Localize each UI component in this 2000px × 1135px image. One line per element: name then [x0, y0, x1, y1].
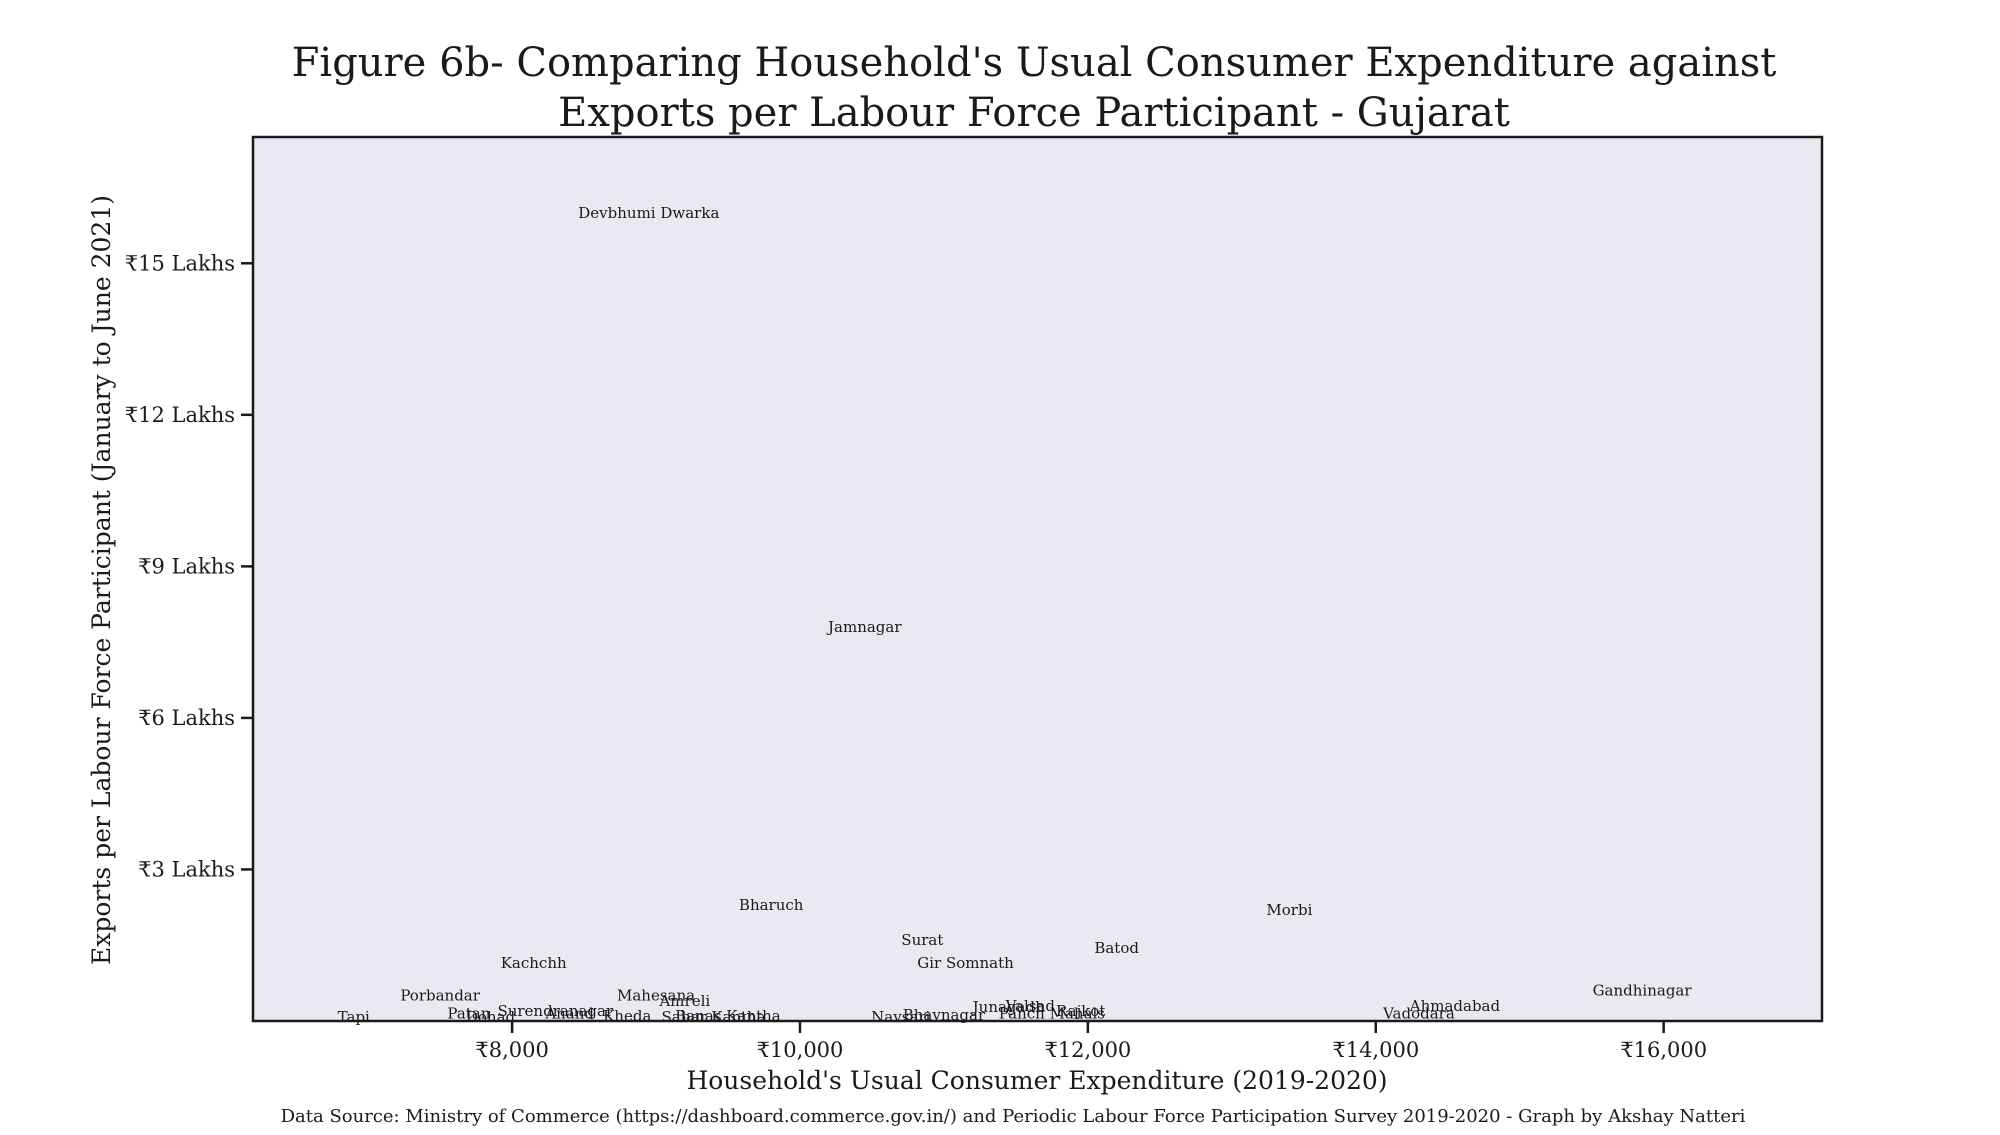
x-tick-label: ₹10,000: [757, 1038, 844, 1062]
data-point-label: Sabar Kantha: [662, 1008, 766, 1026]
data-source-note: Data Source: Ministry of Commerce (https…: [281, 1106, 1746, 1127]
data-point-label: Mahesana: [617, 987, 695, 1005]
data-point-label: Kheda: [603, 1007, 651, 1025]
x-axis-label: Household's Usual Consumer Expenditure (…: [686, 1066, 1387, 1095]
data-point-label: Morbi: [1266, 901, 1312, 919]
x-tick-label: ₹14,000: [1332, 1038, 1419, 1062]
data-point-label: Gandhinagar: [1593, 982, 1693, 1000]
data-point-label: Bharuch: [739, 896, 804, 914]
y-tick-label: ₹6 Lakhs: [138, 706, 235, 730]
data-point-labels: Devbhumi Dwarka Jamnagar Bharuch Morbi Surat…: [338, 204, 1693, 1026]
data-point-label: Navsari: [871, 1008, 930, 1026]
data-point-label: Jamnagar: [826, 618, 902, 636]
data-point-label: Amreli: [658, 992, 710, 1010]
data-point-label: Patan: [447, 1004, 490, 1022]
chart-title-line-1: Figure 6b- Comparing Household's Usual C…: [292, 40, 1777, 86]
chart-title-line-2: Exports per Labour Force Participant - G…: [558, 90, 1510, 136]
data-point-label: Banas Kantha: [675, 1007, 781, 1025]
data-point-label: Junagadh: [971, 998, 1045, 1016]
y-tick-label: ₹9 Lakhs: [138, 554, 235, 578]
data-point-label: Surat: [901, 931, 943, 949]
data-point-label: Batod: [1094, 939, 1139, 957]
y-tick-label: ₹3 Lakhs: [138, 857, 235, 881]
data-point-label: Gir Somnath: [917, 954, 1014, 972]
x-tick-label: ₹16,000: [1620, 1038, 1707, 1062]
data-point-label: Dohad: [466, 1008, 516, 1026]
data-point-label: Valsad: [1005, 997, 1056, 1015]
data-point-label: Tapi: [338, 1008, 370, 1026]
data-point-label: Panch Mahals: [999, 1004, 1105, 1022]
data-point-label: Anand: [544, 1004, 594, 1022]
y-axis-ticks: ₹3 Lakhs ₹6 Lakhs ₹9 Lakhs ₹12 Lakhs ₹15 Lak…: [125, 251, 253, 881]
data-point-label: Surendranagar: [497, 1002, 614, 1020]
data-point-label: Ahmadabad: [1409, 997, 1501, 1015]
plot-area: [251, 135, 1824, 1023]
data-point-label: Porbandar: [400, 987, 480, 1005]
data-point-label: Bhavnagar: [903, 1006, 986, 1024]
y-tick-label: ₹12 Lakhs: [125, 403, 235, 427]
y-axis-label: Exports per Labour Force Participant (Ja…: [87, 195, 116, 965]
x-tick-label: ₹12,000: [1044, 1038, 1131, 1062]
data-point-label: Rajkot: [1056, 1002, 1105, 1020]
x-tick-label: ₹8,000: [475, 1038, 548, 1062]
x-axis-ticks: ₹8,000 ₹10,000 ₹12,000 ₹14,000 ₹16,000: [475, 1021, 1707, 1062]
y-tick-label: ₹15 Lakhs: [125, 251, 235, 275]
data-point-label: Vadodara: [1382, 1004, 1455, 1022]
data-point-label: Devbhumi Dwarka: [578, 204, 719, 222]
chart-title: Figure 6b- Comparing Household's Usual C…: [292, 40, 1777, 136]
data-point-label: Kachchh: [501, 954, 567, 972]
